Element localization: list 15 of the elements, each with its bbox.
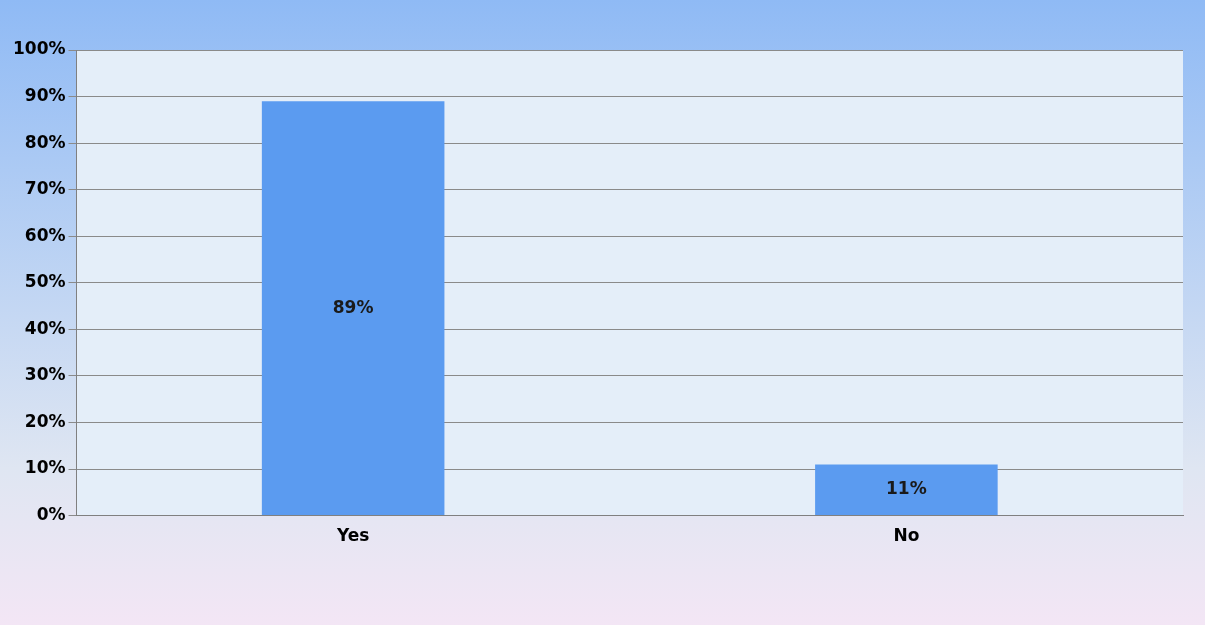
y-tick-label: 90% (24, 84, 66, 105)
y-tick-label: 60% (24, 224, 66, 245)
x-tick-label: Yes (335, 525, 370, 546)
y-tick-label: 30% (24, 364, 66, 385)
y-tick-label: 50% (24, 271, 66, 292)
y-tick-label: 80% (24, 131, 66, 152)
y-tick-label: 20% (24, 410, 66, 431)
y-tick-label: 10% (24, 457, 66, 478)
y-tick-label: 70% (24, 178, 66, 199)
data-label: 11% (886, 478, 927, 499)
y-tick-label: 0% (36, 504, 66, 525)
y-tick-label: 100% (12, 38, 66, 59)
x-tick-label: No (893, 525, 920, 546)
y-tick-label: 40% (24, 317, 66, 338)
data-label: 89% (332, 296, 374, 317)
